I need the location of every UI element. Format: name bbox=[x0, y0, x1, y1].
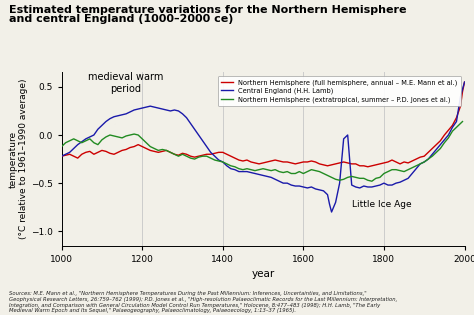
Text: Little Ice Age: Little Ice Age bbox=[352, 200, 411, 209]
Y-axis label: temperature
(°C relative to 1961–1990 average): temperature (°C relative to 1961–1990 av… bbox=[9, 79, 28, 239]
Text: Estimated temperature variations for the Northern Hemisphere: Estimated temperature variations for the… bbox=[9, 5, 407, 15]
Text: Sources: M.E. Mann et al., "Northern Hemisphere Temperatures During the Past Mil: Sources: M.E. Mann et al., "Northern Hem… bbox=[9, 291, 398, 313]
Legend: Northern Hemisphere (full hemisphere, annual – M.E. Mann et al.), Central Englan: Northern Hemisphere (full hemisphere, an… bbox=[218, 76, 461, 106]
Text: and central England (1000–2000 ce): and central England (1000–2000 ce) bbox=[9, 14, 234, 24]
X-axis label: year: year bbox=[251, 269, 275, 279]
Text: medieval warm
period: medieval warm period bbox=[88, 72, 164, 94]
